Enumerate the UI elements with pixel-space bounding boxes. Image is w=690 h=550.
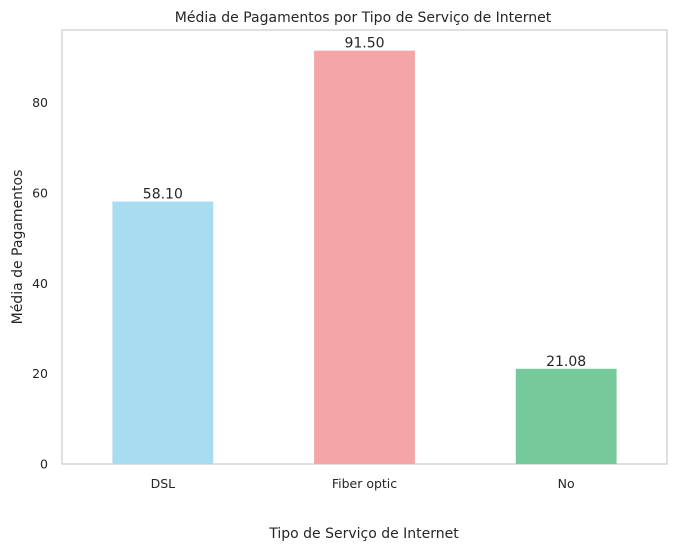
y-tick-label: 60 xyxy=(32,185,48,200)
x-axis-label: Tipo de Serviço de Internet xyxy=(268,526,459,542)
data-label: 21.08 xyxy=(546,354,586,370)
bar-no xyxy=(515,368,617,464)
bar-dsl xyxy=(112,201,214,465)
x-tick-label: DSL xyxy=(151,476,176,491)
x-tick-label: No xyxy=(558,476,575,491)
bars-layer xyxy=(112,50,617,465)
x-tick-label: Fiber optic xyxy=(332,476,397,491)
data-label: 91.50 xyxy=(344,36,384,52)
y-tick-label: 80 xyxy=(32,95,48,110)
x-axis-ticks: DSL Fiber optic No xyxy=(151,476,575,491)
chart-title: Média de Pagamentos por Tipo de Serviço … xyxy=(175,10,552,26)
value-labels-layer: 58.10 91.50 21.08 xyxy=(143,36,586,370)
y-axis-ticks: 0 20 40 60 80 xyxy=(32,95,48,471)
data-label: 58.10 xyxy=(143,187,183,203)
y-tick-label: 40 xyxy=(32,276,48,291)
y-tick-label: 20 xyxy=(32,366,48,381)
y-axis-label: Média de Pagamentos xyxy=(10,170,26,325)
y-tick-label: 0 xyxy=(40,457,48,472)
bar-fiber-optic xyxy=(314,50,415,465)
